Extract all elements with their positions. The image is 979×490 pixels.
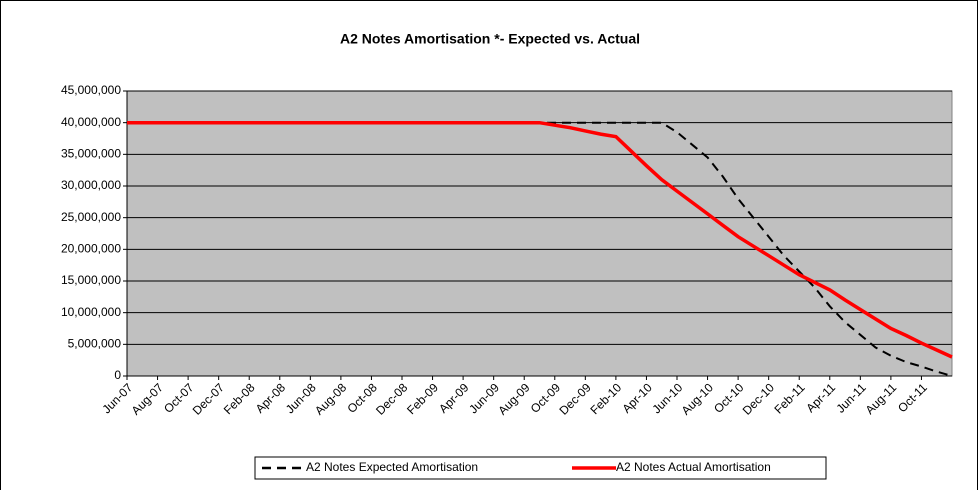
legend-label: A2 Notes Actual Amortisation: [616, 460, 771, 474]
y-tick-label: 0: [114, 368, 121, 382]
y-tick-label: 15,000,000: [61, 273, 121, 287]
y-tick-label: 25,000,000: [61, 210, 121, 224]
legend-box: [254, 456, 827, 480]
y-tick-label: 45,000,000: [61, 83, 121, 97]
series-line: [127, 120, 953, 359]
chart-title: A2 Notes Amortisation *- Expected vs. Ac…: [340, 31, 640, 47]
y-tick-label: 40,000,000: [61, 115, 121, 129]
plot-area: [126, 90, 953, 377]
y-tick-label: 10,000,000: [61, 305, 121, 319]
y-tick-label: 20,000,000: [61, 242, 121, 256]
y-tick-label: 5,000,000: [68, 337, 122, 351]
y-tick-label: 30,000,000: [61, 178, 121, 192]
legend-label: A2 Notes Expected Amortisation: [306, 460, 478, 474]
y-tick-label: 35,000,000: [61, 147, 121, 161]
